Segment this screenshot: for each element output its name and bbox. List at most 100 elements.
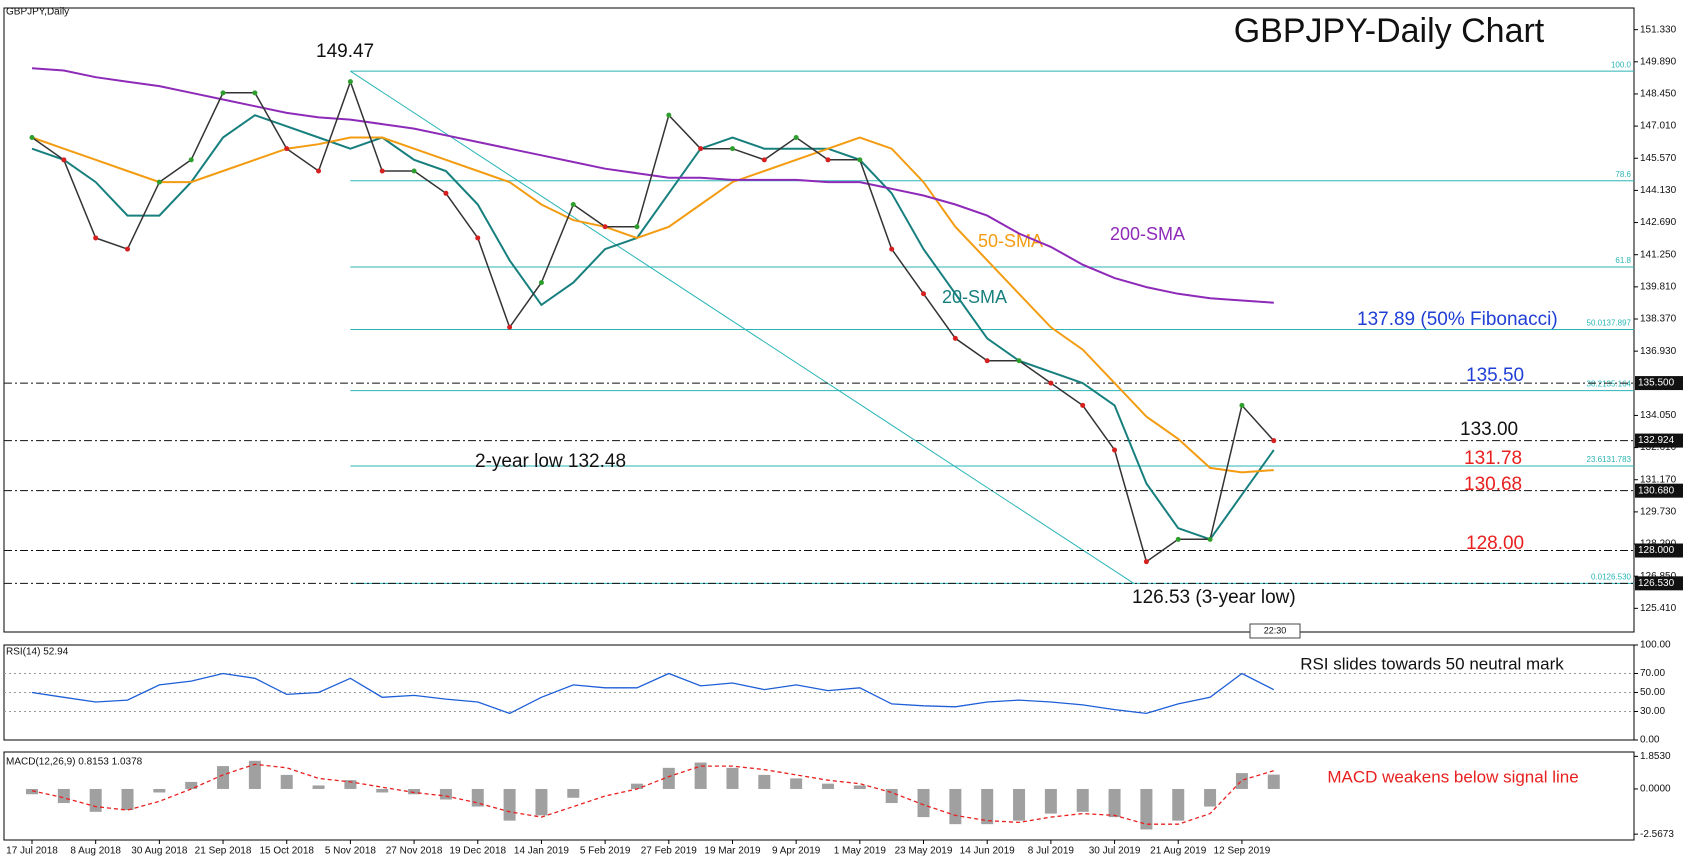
macd-bar: [1044, 788, 1057, 814]
sma-label: 20-SMA: [942, 287, 1007, 307]
y-tick-label: 131.170: [1640, 474, 1677, 485]
level-label: 130.680: [1638, 485, 1675, 496]
sma-line: [31, 114, 1275, 541]
y-tick-label: 142.690: [1640, 217, 1677, 228]
x-tick-label: 5 Feb 2019: [580, 846, 631, 857]
macd-bar: [662, 767, 675, 789]
x-tick-label: 27 Feb 2019: [641, 846, 698, 857]
panel-note: MACD weakens below signal line: [1327, 767, 1578, 786]
y-tick-label: 134.050: [1640, 410, 1677, 421]
y-tick-label: 147.010: [1640, 121, 1677, 132]
price-point: [921, 291, 927, 297]
panel-frame: [3, 7, 1635, 633]
macd-bar: [312, 785, 325, 789]
macd-bar: [694, 762, 707, 789]
fib-label: 61.8: [1615, 256, 1631, 265]
annotation: 2-year low 132.48: [475, 451, 626, 472]
y-tick-label: 136.930: [1640, 346, 1677, 357]
macd-bar: [280, 774, 293, 789]
y-tick-label: 139.810: [1640, 281, 1677, 292]
y-tick-label: 149.890: [1640, 56, 1677, 67]
annotation: 130.68: [1464, 474, 1522, 495]
x-tick-label: 21 Aug 2019: [1150, 846, 1207, 857]
price-point: [1207, 536, 1213, 542]
macd-bar: [344, 780, 357, 789]
price-point: [793, 134, 799, 140]
price-point: [1271, 438, 1277, 444]
y-tick-label: 138.370: [1640, 314, 1677, 325]
x-tick-label: 14 Jun 2019: [960, 846, 1015, 857]
price-point: [379, 168, 385, 174]
macd-bar: [949, 788, 962, 825]
price-point: [316, 168, 322, 174]
price-point: [1143, 559, 1149, 565]
macd-bar: [185, 781, 198, 789]
x-tick-label: 23 May 2019: [895, 846, 953, 857]
sma-line: [31, 136, 1274, 474]
sma-label: 200-SMA: [1110, 224, 1185, 244]
y-tick-label: 0.0000: [1640, 784, 1671, 795]
annotation: 135.50: [1466, 365, 1524, 386]
macd-bar: [726, 767, 739, 789]
fib-label: 38.2135.164: [1587, 380, 1632, 389]
fib-trendline: [350, 70, 1134, 584]
y-tick-label: 0.00: [1640, 735, 1660, 746]
y-tick-label: 100.00: [1640, 640, 1671, 651]
macd-bar: [1108, 788, 1121, 818]
level-box: [1635, 576, 1683, 591]
time-box: [1249, 623, 1301, 639]
price-point: [634, 224, 640, 230]
price-point: [1239, 402, 1245, 408]
price-point: [1175, 536, 1181, 542]
macd-bar: [790, 778, 803, 789]
price-point: [156, 179, 162, 185]
level-box: [1635, 376, 1683, 391]
macd-bar: [89, 788, 102, 812]
y-tick-label: 141.250: [1640, 249, 1677, 260]
price-line: [31, 79, 1275, 563]
macd-title: MACD(12,26,9) 0.8153 1.0378: [6, 757, 143, 768]
macd-bar: [885, 788, 898, 804]
level-box: [1635, 433, 1683, 448]
macd-bar: [1172, 788, 1185, 821]
price-point: [507, 324, 513, 330]
price-point: [347, 79, 353, 85]
macd-bar: [121, 788, 134, 811]
macd-bar: [567, 788, 580, 798]
price-point: [952, 335, 958, 341]
y-tick-label: 125.410: [1640, 603, 1677, 614]
price-point: [93, 235, 99, 241]
macd-bar: [1076, 788, 1089, 812]
y-tick-label: 148.450: [1640, 89, 1677, 100]
fib-label: 23.6131.783: [1587, 455, 1632, 464]
x-tick-label: 8 Aug 2018: [70, 846, 121, 857]
level-label: 135.500: [1638, 378, 1675, 389]
price-point: [475, 235, 481, 241]
y-tick-label: 145.570: [1640, 153, 1677, 164]
price-point: [729, 146, 735, 152]
x-tick-label: 12 Sep 2019: [1214, 846, 1271, 857]
macd-bar: [917, 788, 930, 818]
macd-bar: [1140, 788, 1153, 830]
rsi-title: RSI(14) 52.94: [6, 647, 69, 658]
macd-bar: [981, 788, 994, 825]
price-point: [252, 90, 258, 96]
x-tick-label: 27 Nov 2018: [386, 846, 443, 857]
fib-label: 50.0137.897: [1587, 319, 1632, 328]
annotation: 128.00: [1466, 533, 1524, 554]
price-point: [29, 134, 35, 140]
annotation: 137.89 (50% Fibonacci): [1357, 309, 1558, 330]
price-point: [125, 246, 131, 252]
macd-bar: [1235, 773, 1248, 789]
price-point: [1112, 447, 1118, 453]
price-point: [1080, 402, 1086, 408]
level-box: [1635, 483, 1683, 498]
x-tick-label: 30 Aug 2018: [131, 846, 188, 857]
macd-bar: [1267, 774, 1280, 789]
macd-bar: [1204, 788, 1217, 807]
annotation: 126.53 (3-year low): [1132, 587, 1296, 608]
y-tick-label: -2.5673: [1640, 829, 1674, 840]
fib-label: 78.6: [1615, 170, 1631, 179]
fib-label: 0.0126.530: [1591, 572, 1632, 581]
